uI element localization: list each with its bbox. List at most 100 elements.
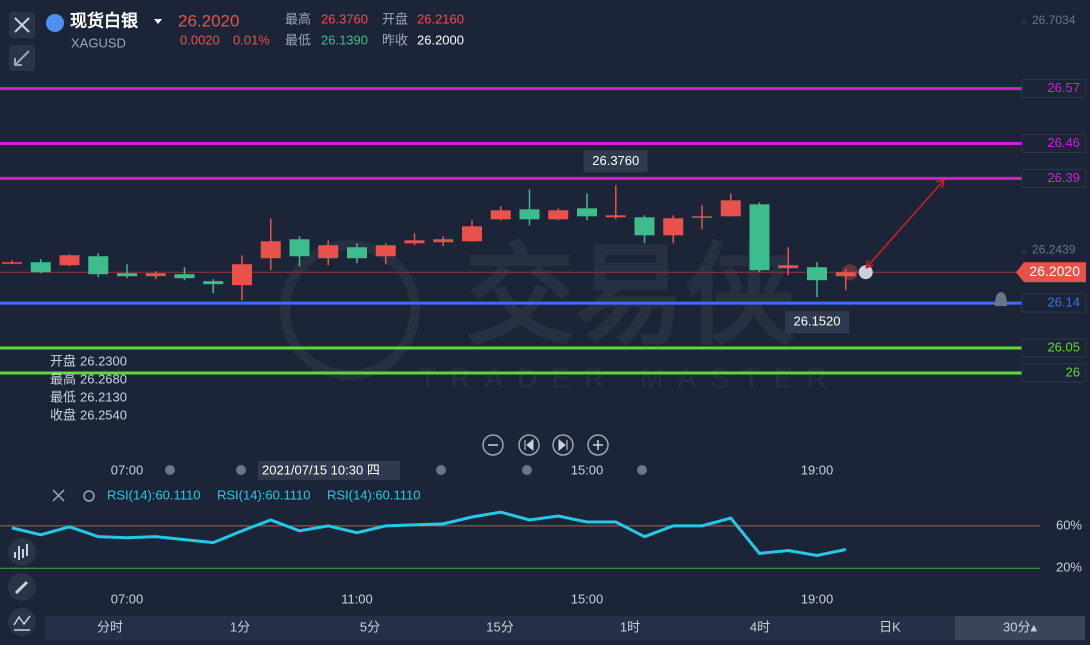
candle-body [232, 264, 252, 286]
tab[interactable]: 4时 [750, 619, 770, 634]
rsi-label: RSI(14):60.1110 [217, 487, 310, 502]
candle-body [145, 273, 166, 277]
candle-body [663, 218, 684, 236]
candle-body [605, 215, 626, 218]
symbol: XAGUSD [71, 35, 126, 50]
tab[interactable]: 1分 [230, 619, 250, 634]
title[interactable]: 现货白银 [70, 10, 139, 30]
draw-icon [14, 580, 29, 595]
annotation-box [785, 311, 849, 334]
scroll-start-icon [524, 438, 534, 452]
ohlc-label: 最高 [50, 371, 76, 386]
last-price-tag [1016, 262, 1086, 283]
scroll-start[interactable] [518, 434, 540, 456]
candle-body [117, 273, 137, 277]
y-tick-label: 26.2439 [1032, 242, 1076, 256]
rsi-label: RSI(14):60.1110 [327, 487, 420, 502]
watermark-sub: TRADER MASTER [419, 362, 841, 393]
level-label: 26.57 [1047, 80, 1080, 95]
tab[interactable]: 分时 [97, 619, 123, 634]
collapse-icon [14, 50, 30, 66]
rsi-close[interactable] [52, 489, 65, 502]
sidebar [8, 538, 36, 636]
tab-selected [955, 616, 1085, 640]
alarm-icon[interactable] [995, 292, 1007, 306]
level-label: 26.46 [1047, 135, 1080, 150]
price: 26.2020 [178, 11, 239, 30]
candle-body [30, 262, 51, 273]
x-tick-label: 15:00 [571, 462, 604, 477]
crosshair-box [258, 461, 400, 480]
last-price-label: 26.2020 [1029, 263, 1080, 279]
tab[interactable]: 5分 [360, 619, 380, 634]
x-tick-label: 19:00 [801, 462, 834, 477]
x-tick-label: 07:00 [111, 462, 144, 477]
candle-body [203, 281, 224, 285]
rsi-settings[interactable] [83, 490, 95, 502]
ohlc-label: 收盘 [50, 407, 76, 422]
info-icon[interactable] [858, 265, 873, 280]
rsi-label: RSI(14):60.1110 [107, 487, 200, 502]
time-dot [637, 465, 647, 475]
prev-close-label: 昨收 [382, 32, 408, 47]
candle-body [778, 265, 799, 269]
candle-body [835, 272, 856, 277]
watermark: 交易侠 TRADER MASTER [280, 235, 841, 393]
annotation-box [583, 150, 648, 173]
ohlc-value: 26.2680 [80, 371, 127, 386]
scroll-end-icon [558, 438, 568, 452]
level-tag [1021, 133, 1087, 153]
x-tick-label: 19:00 [801, 591, 834, 606]
level-label: 26.05 [1047, 339, 1080, 354]
tab-bar [45, 616, 1085, 640]
high-value: 26.3760 [321, 11, 368, 26]
candle-body [749, 204, 770, 271]
candle-body [548, 210, 569, 220]
candle-body [375, 245, 396, 257]
symbol-icon [46, 14, 64, 32]
change-pct: 0.01% [233, 32, 270, 47]
tab[interactable]: 15分 [486, 619, 513, 634]
zoom-out[interactable] [482, 434, 504, 456]
candle-body [692, 216, 712, 218]
rsi-line [11, 510, 847, 557]
dropdown-icon[interactable] [154, 19, 162, 24]
candle-body [462, 226, 482, 242]
scroll-end[interactable] [552, 434, 574, 456]
ohlc-value: 26.2540 [80, 407, 127, 422]
period-tabs: 分时 1分 5分 15分 1时 4时 日K 30分▴ [45, 616, 1085, 640]
candle-body [720, 200, 741, 217]
candle-body [519, 209, 540, 220]
header: 现货白银 XAGUSD 26.2020 0.0020 0.01% 最高 26.3… [9, 10, 464, 71]
zoom-in[interactable] [587, 434, 609, 456]
low-label: 最低 [285, 32, 311, 47]
level-tag [1021, 293, 1087, 313]
time-dot [522, 465, 532, 475]
candle-body [318, 245, 339, 259]
time-bar: 2021/07/15 10:30 四 [165, 461, 647, 480]
zoom-in-icon [593, 440, 603, 450]
time-dot [165, 465, 175, 475]
annotation-label: 26.3760 [592, 153, 639, 168]
time-dot [436, 465, 446, 475]
candle-body [88, 256, 109, 275]
tab[interactable]: 1时 [620, 619, 640, 634]
candle-body [174, 274, 195, 279]
tab[interactable]: 30分▴ [1003, 619, 1037, 634]
watermark-logo [280, 240, 420, 380]
candle-body [347, 247, 367, 259]
ohlc-value: 26.2300 [80, 353, 127, 368]
y-tick-label: 26.7034 [1032, 13, 1076, 27]
level-tag [1021, 363, 1087, 383]
indicator-icon [14, 544, 28, 560]
ohlc-label: 最低 [50, 389, 76, 404]
candle-body [433, 239, 454, 243]
candle-body [807, 267, 827, 281]
candle-body [2, 262, 22, 264]
level-tag [1021, 79, 1087, 99]
candle-body [404, 240, 425, 244]
rsi-tick-label: 60% [1056, 517, 1082, 532]
tab[interactable]: 日K [879, 619, 901, 634]
